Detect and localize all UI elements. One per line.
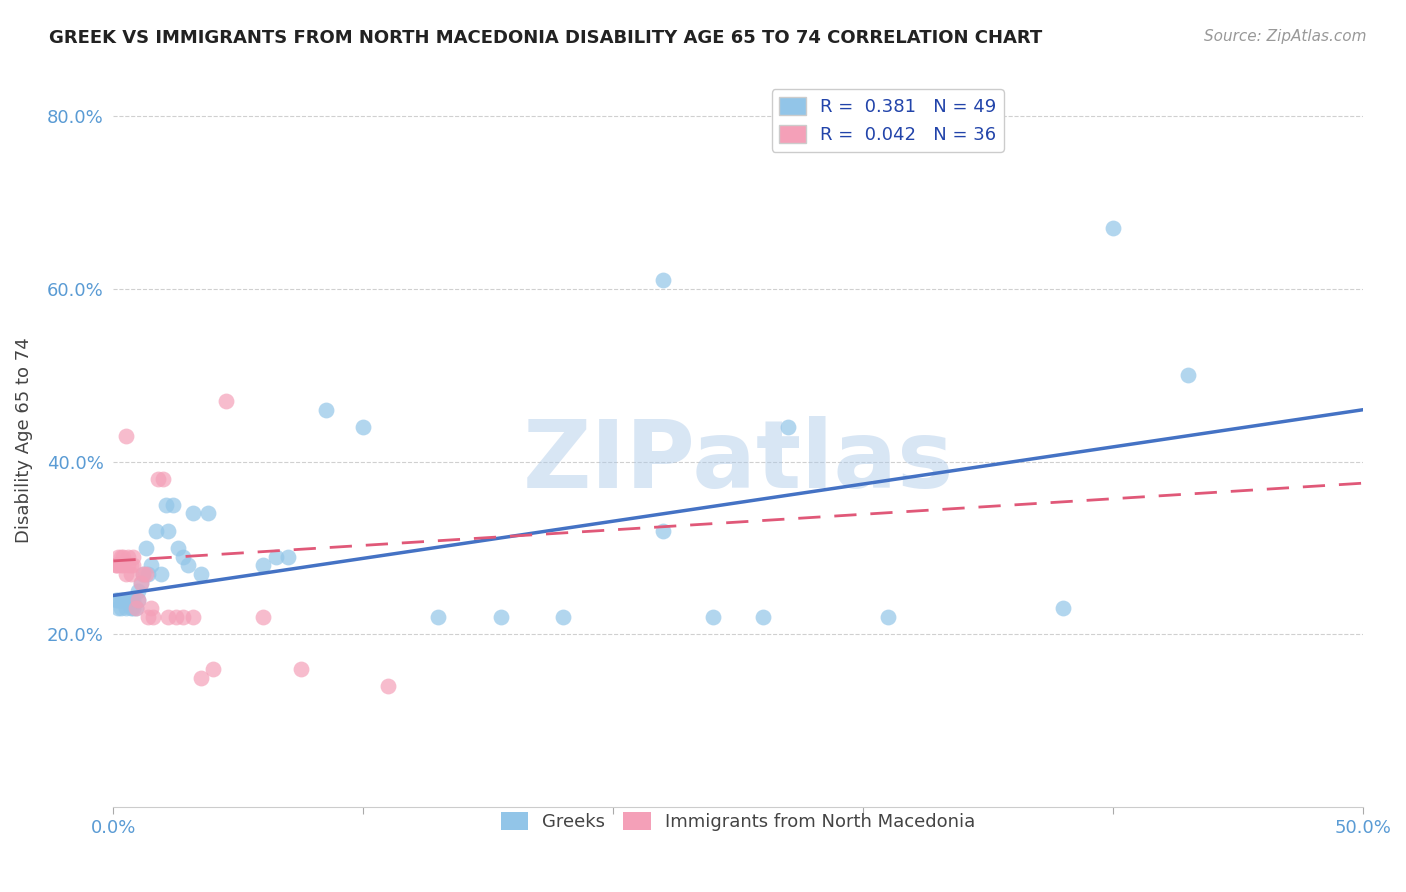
Point	[1101, 221, 1123, 235]
Point	[104, 558, 127, 573]
Point	[122, 601, 145, 615]
Point	[183, 507, 205, 521]
Point	[167, 541, 190, 555]
Point	[1052, 601, 1074, 615]
Y-axis label: Disability Age 65 to 74: Disability Age 65 to 74	[15, 337, 32, 543]
Point	[157, 524, 180, 538]
Point	[290, 662, 312, 676]
Point	[377, 679, 399, 693]
Point	[553, 610, 575, 624]
Point	[112, 549, 135, 564]
Point	[122, 558, 145, 573]
Point	[183, 610, 205, 624]
Point	[135, 566, 157, 581]
Text: Source: ZipAtlas.com: Source: ZipAtlas.com	[1204, 29, 1367, 44]
Point	[489, 610, 512, 624]
Point	[172, 549, 194, 564]
Point	[115, 601, 138, 615]
Point	[652, 273, 675, 287]
Point	[129, 575, 152, 590]
Point	[132, 566, 155, 581]
Point	[157, 610, 180, 624]
Point	[120, 566, 142, 581]
Point	[177, 558, 200, 573]
Point	[162, 498, 184, 512]
Point	[197, 507, 219, 521]
Legend: Greeks, Immigrants from North Macedonia: Greeks, Immigrants from North Macedonia	[494, 805, 983, 838]
Point	[202, 662, 225, 676]
Point	[427, 610, 450, 624]
Point	[752, 610, 775, 624]
Point	[152, 472, 174, 486]
Point	[112, 592, 135, 607]
Point	[110, 592, 132, 607]
Point	[127, 592, 149, 607]
Point	[110, 601, 132, 615]
Text: ZIPatlas: ZIPatlas	[523, 416, 953, 508]
Point	[122, 549, 145, 564]
Point	[190, 566, 212, 581]
Point	[120, 558, 142, 573]
Point	[115, 592, 138, 607]
Point	[315, 402, 337, 417]
Point	[104, 558, 127, 573]
Point	[190, 671, 212, 685]
Point	[172, 610, 194, 624]
Point	[652, 524, 675, 538]
Point	[104, 592, 127, 607]
Point	[148, 472, 170, 486]
Point	[149, 566, 172, 581]
Point	[122, 592, 145, 607]
Point	[110, 549, 132, 564]
Point	[107, 601, 129, 615]
Point	[877, 610, 900, 624]
Point	[277, 549, 299, 564]
Point	[127, 592, 149, 607]
Point	[107, 558, 129, 573]
Point	[165, 610, 187, 624]
Point	[215, 394, 238, 409]
Point	[1177, 368, 1199, 383]
Point	[252, 610, 274, 624]
Point	[120, 601, 142, 615]
Point	[110, 558, 132, 573]
Point	[138, 566, 160, 581]
Point	[142, 610, 165, 624]
Point	[264, 549, 287, 564]
Text: GREEK VS IMMIGRANTS FROM NORTH MACEDONIA DISABILITY AGE 65 TO 74 CORRELATION CHA: GREEK VS IMMIGRANTS FROM NORTH MACEDONIA…	[49, 29, 1042, 46]
Point	[117, 592, 139, 607]
Point	[352, 420, 374, 434]
Point	[132, 566, 155, 581]
Point	[112, 558, 135, 573]
Point	[115, 566, 138, 581]
Point	[127, 584, 149, 599]
Point	[115, 428, 138, 442]
Point	[107, 592, 129, 607]
Point	[139, 601, 162, 615]
Point	[702, 610, 724, 624]
Point	[155, 498, 177, 512]
Point	[138, 610, 160, 624]
Point	[145, 524, 167, 538]
Point	[125, 601, 148, 615]
Point	[120, 592, 142, 607]
Point	[252, 558, 274, 573]
Point	[125, 601, 148, 615]
Point	[129, 575, 152, 590]
Point	[139, 558, 162, 573]
Point	[117, 549, 139, 564]
Point	[776, 420, 799, 434]
Point	[117, 558, 139, 573]
Point	[135, 541, 157, 555]
Point	[107, 549, 129, 564]
